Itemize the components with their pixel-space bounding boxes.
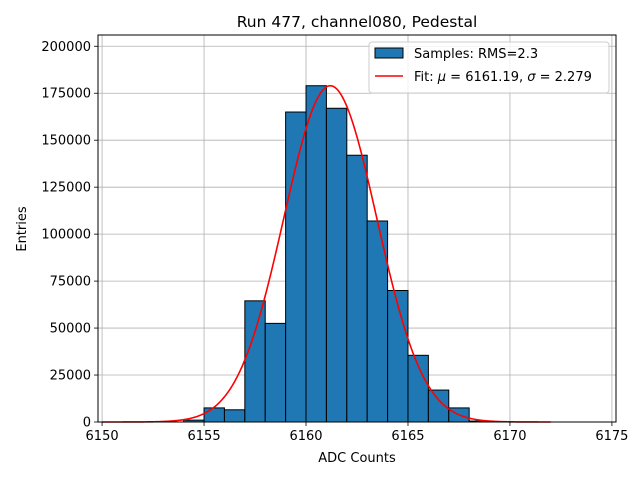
histogram-bar: [264, 322, 287, 423]
y-tick-label: 100000: [41, 228, 91, 243]
fit-curve-group: [102, 84, 551, 423]
fit-curve-line: [102, 84, 551, 423]
legend-fit-label: Fit: μ = 6161.19, σ = 2.279: [414, 70, 592, 85]
legend-fit-sigma-symbol: σ: [527, 70, 536, 85]
legend: Samples: RMS=2.3 Fit: μ = 6161.19, σ = 2…: [368, 41, 610, 94]
y-axis: 0 25000 50000 75000 100000 125000 150000 175000…: [41, 40, 98, 431]
y-tick-label: 200000: [41, 40, 91, 55]
legend-box: [368, 41, 610, 94]
histogram-bar: [346, 154, 368, 423]
histogram-bars: [183, 85, 491, 423]
histogram-bar: [387, 289, 409, 423]
y-axis-label: Entries: [15, 206, 30, 252]
legend-fit-mu-symbol: μ: [437, 70, 446, 85]
histogram-bar: [244, 300, 266, 423]
legend-fit-sigma-value: = 2.279: [535, 70, 591, 85]
legend-fit-mu-value: = 6161.19,: [446, 70, 527, 85]
y-tick-label: 50000: [50, 322, 91, 337]
x-tick-label: 6175: [595, 429, 628, 444]
y-tick-label: 175000: [41, 87, 91, 102]
y-tick-label: 25000: [50, 369, 91, 384]
y-tick-label: 125000: [41, 181, 91, 196]
legend-fit-prefix: Fit:: [414, 70, 438, 85]
histogram-bar: [325, 107, 348, 423]
y-tick-label: 0: [83, 416, 91, 431]
x-tick-label: 6155: [188, 429, 221, 444]
legend-samples-swatch: [374, 47, 404, 59]
histogram-bar: [305, 85, 327, 423]
x-tick-label: 6165: [391, 429, 424, 444]
chart-title: Run 477, channel080, Pedestal: [237, 13, 478, 31]
x-axis: 6150 6155 6160 6165 6170 6175: [86, 422, 628, 444]
x-axis-label: ADC Counts: [318, 451, 396, 466]
legend-samples-label: Samples: RMS=2.3: [414, 47, 538, 62]
histogram-bar: [285, 111, 307, 423]
x-tick-label: 6150: [86, 429, 119, 444]
histogram-bar: [203, 407, 225, 423]
y-tick-label: 150000: [41, 134, 91, 149]
y-tick-label: 75000: [50, 275, 91, 290]
plot-frame: [97, 34, 617, 423]
x-tick-label: 6160: [289, 429, 322, 444]
histogram-bar: [223, 409, 246, 423]
x-tick-label: 6170: [493, 429, 526, 444]
